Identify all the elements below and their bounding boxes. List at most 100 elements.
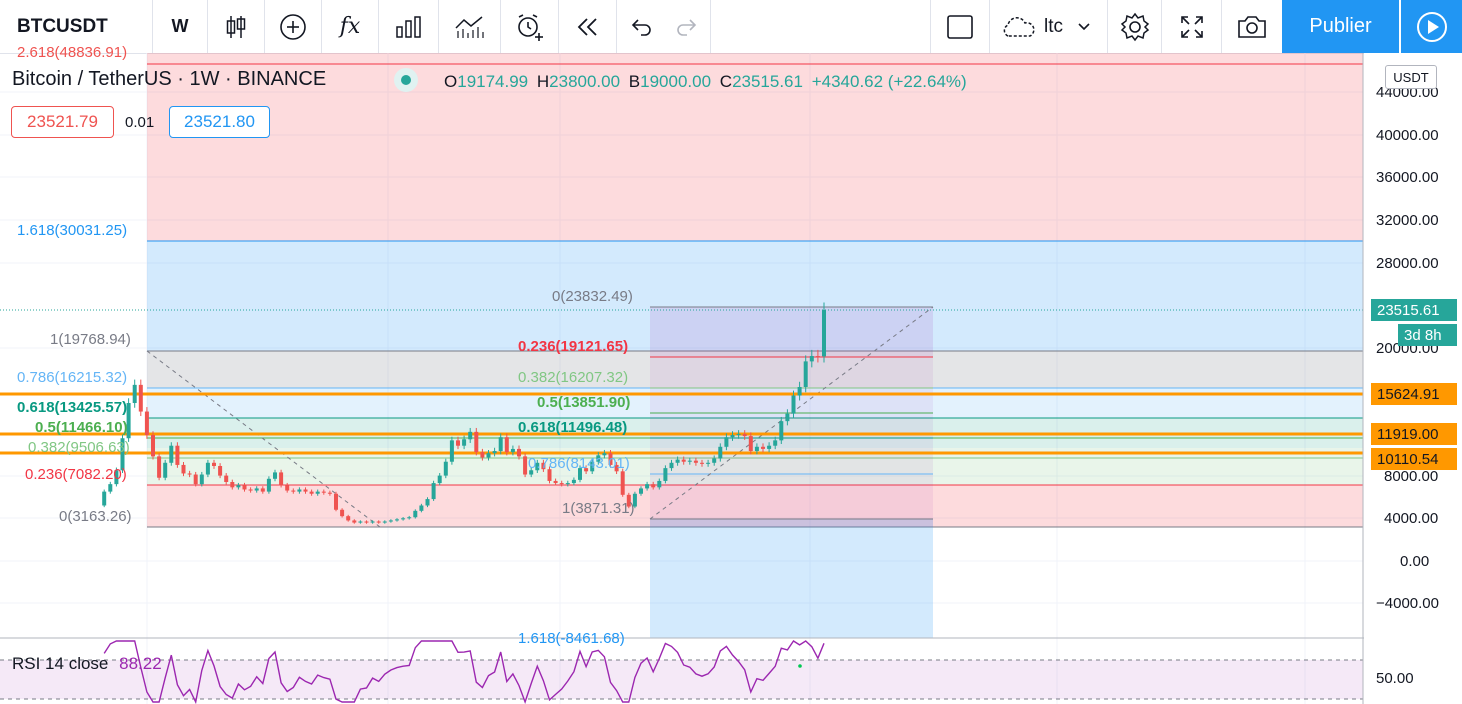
chart-canvas[interactable] (0, 53, 1462, 704)
candle-body (529, 470, 534, 475)
candle-body (724, 437, 729, 447)
close-label: C (719, 72, 733, 91)
candle-body (175, 445, 180, 465)
price-scale[interactable] (1364, 53, 1462, 704)
play-button[interactable] (1401, 0, 1462, 53)
indicators-button[interactable]: fx (322, 0, 379, 53)
candle-body (120, 438, 125, 471)
candle-body (590, 461, 595, 472)
candle-body (346, 516, 351, 521)
fib-left-label-5: 0.5(11466.10) (35, 419, 128, 436)
candle-body (413, 510, 418, 518)
candle-body (285, 485, 290, 491)
candle-body (596, 455, 601, 462)
candle-body (364, 521, 369, 523)
candle-body (382, 521, 387, 523)
market-status[interactable] (394, 68, 418, 92)
candle-body (205, 462, 210, 475)
redo-button[interactable] (664, 0, 711, 53)
add-icon (280, 13, 306, 40)
replay-button[interactable] (559, 0, 617, 53)
candle-body (663, 468, 668, 481)
candle-body (462, 439, 467, 446)
candle-body (260, 488, 265, 492)
candle-body (761, 446, 765, 449)
rsi-value: 88.22 (119, 654, 162, 673)
candle-body (157, 456, 162, 478)
candle-body (352, 520, 357, 523)
candle-body (144, 411, 149, 436)
layout-name-button[interactable]: ltc (990, 0, 1108, 53)
candle-body (559, 483, 564, 485)
undo-icon (631, 18, 651, 36)
layout-button[interactable] (930, 0, 990, 53)
fib-right-label-4: 0.618(11496.48) (518, 419, 628, 436)
interval-label: W (171, 16, 189, 36)
candle-body (773, 440, 778, 446)
settings-button[interactable] (1108, 0, 1162, 53)
layout-icon (947, 14, 973, 39)
candle-body (639, 488, 643, 494)
candle-body (163, 462, 168, 478)
candle-body (785, 413, 790, 422)
symbol-title: Bitcoin / TetherUS · 1W · BINANCE (12, 68, 327, 90)
horizontal-lines[interactable] (0, 392, 1363, 455)
candle-body (169, 445, 174, 463)
fullscreen-icon (1180, 15, 1203, 38)
add-indicator-button[interactable] (265, 0, 322, 53)
publish-button[interactable]: Publier (1282, 0, 1399, 53)
layout-name: ltc (1044, 15, 1063, 37)
interval-button[interactable]: W (153, 0, 208, 53)
bid-value: 23521.79 (27, 112, 98, 131)
undo-button[interactable] (617, 0, 664, 53)
hline-tag-3: 10110.54 (1371, 448, 1457, 470)
candle-body (266, 478, 271, 492)
buy-price-button[interactable]: 23521.80 (169, 106, 270, 138)
close-value: 23515.61 (732, 72, 803, 91)
alert-button[interactable] (501, 0, 559, 53)
snapshot-button[interactable] (1222, 0, 1282, 53)
candle-body (218, 465, 223, 476)
candle-body (779, 421, 784, 441)
candle-body (334, 493, 338, 510)
candle-body (279, 472, 284, 486)
chart-type-button[interactable] (208, 0, 265, 53)
candle-body (224, 475, 229, 483)
fib-right-label-1: 0.236(19121.65) (518, 338, 629, 355)
candle-body (492, 451, 497, 454)
compare-button[interactable] (439, 0, 501, 53)
candle-body (193, 474, 198, 485)
candle-body (102, 491, 107, 506)
candle-body (700, 462, 704, 464)
candle-body (523, 456, 528, 475)
candle-body (504, 437, 509, 453)
currency-label: USDT (1393, 69, 1429, 85)
replay-icon (577, 17, 597, 36)
candle-body (181, 464, 186, 474)
candle-body (626, 494, 631, 507)
candle-body (443, 461, 448, 476)
price-label: 36000.00 (1376, 169, 1439, 186)
chevron-down-icon (1078, 22, 1090, 30)
hline-tag-1: 15624.91 (1371, 383, 1457, 405)
candle-body (407, 517, 412, 519)
sell-price-button[interactable]: 23521.79 (11, 106, 114, 138)
fib-right-zones[interactable] (650, 307, 933, 638)
fib-right-label-3: 0.5(13851.90) (537, 394, 631, 411)
price-label: 0.00 (1400, 553, 1430, 570)
fib-left-label-2: 1(19768.94) (50, 331, 131, 348)
price-label: 40000.00 (1376, 127, 1439, 144)
candle-body (675, 459, 680, 463)
candle-body (187, 473, 192, 475)
fib-left-label-6: 0.382(9506.63) (28, 439, 130, 456)
candle-body (687, 460, 692, 462)
fullscreen-button[interactable] (1162, 0, 1222, 53)
high-label: H (536, 72, 550, 91)
change-value: +4340.62 (+22.64%) (811, 72, 967, 91)
currency-button[interactable]: USDT (1385, 65, 1437, 89)
grid (0, 53, 1363, 704)
candle-body (632, 493, 637, 507)
templates-button[interactable] (379, 0, 439, 53)
candle-body (212, 462, 216, 466)
symbol-search[interactable]: BTCUSDT (0, 0, 153, 53)
